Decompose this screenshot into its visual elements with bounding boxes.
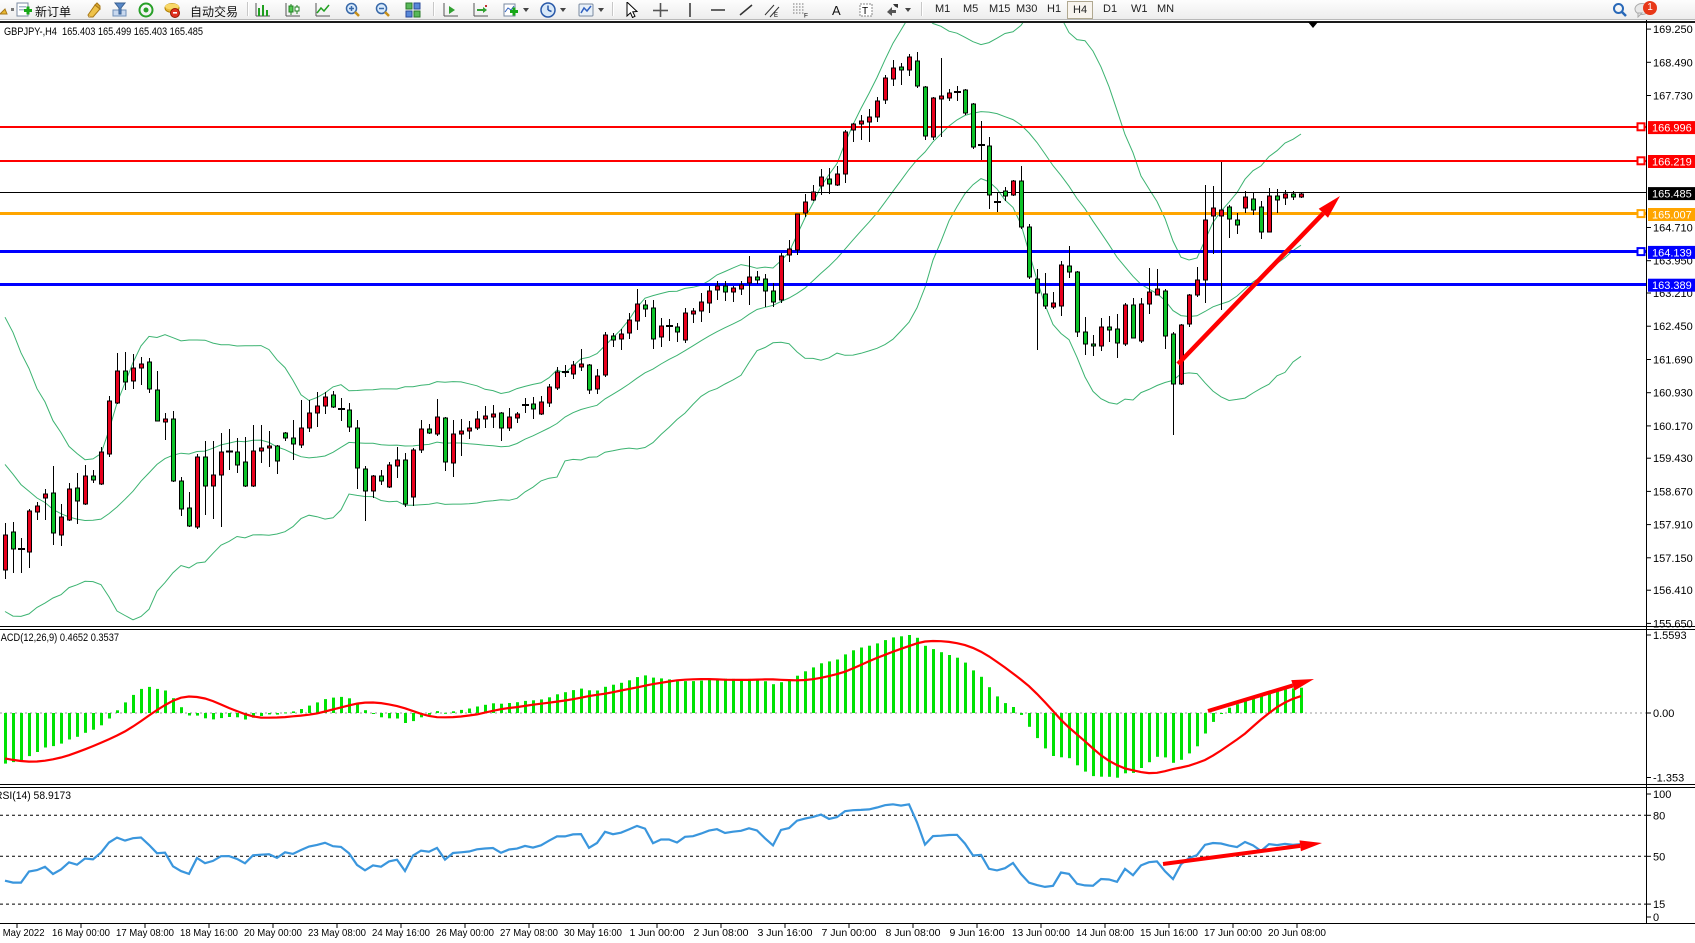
svg-text:23 May 08:00: 23 May 08:00 xyxy=(308,928,366,939)
svg-text:20 May 00:00: 20 May 00:00 xyxy=(244,928,302,939)
svg-text:1.5593: 1.5593 xyxy=(1653,630,1687,642)
svg-text:160.930: 160.930 xyxy=(1653,388,1693,400)
svg-text:MACD(12,26,9) 0.4652 0.3537: MACD(12,26,9) 0.4652 0.3537 xyxy=(0,632,119,644)
svg-text:14 Jun 08:00: 14 Jun 08:00 xyxy=(1076,928,1134,939)
svg-text:159.430: 159.430 xyxy=(1653,453,1693,465)
svg-text:165.007: 165.007 xyxy=(1652,210,1692,222)
svg-text:RSI(14) 58.9173: RSI(14) 58.9173 xyxy=(0,790,71,802)
svg-text:GBPJPY-,H4 165.403 165.499 16: GBPJPY-,H4 165.403 165.499 165.403 165.4… xyxy=(4,26,203,38)
svg-text:155.650: 155.650 xyxy=(1653,618,1693,630)
svg-text:E: E xyxy=(774,13,778,18)
svg-text:17 May 08:00: 17 May 08:00 xyxy=(116,928,174,939)
svg-text:15 Jun 16:00: 15 Jun 16:00 xyxy=(1140,928,1198,939)
svg-text:20 Jun 08:00: 20 Jun 08:00 xyxy=(1268,928,1326,939)
svg-text:3 Jun 16:00: 3 Jun 16:00 xyxy=(758,928,813,939)
svg-text:2 Jun 08:00: 2 Jun 08:00 xyxy=(694,928,749,939)
svg-text:169.250: 169.250 xyxy=(1653,24,1693,36)
svg-text:166.996: 166.996 xyxy=(1652,123,1692,135)
svg-text:27 May 08:00: 27 May 08:00 xyxy=(500,928,558,939)
svg-text:16 May 00:00: 16 May 00:00 xyxy=(52,928,110,939)
svg-text:156.410: 156.410 xyxy=(1653,585,1693,597)
svg-text:168.490: 168.490 xyxy=(1653,57,1693,69)
svg-text:164.139: 164.139 xyxy=(1652,247,1692,259)
svg-text:158.670: 158.670 xyxy=(1653,486,1693,498)
svg-text:T: T xyxy=(862,6,868,17)
svg-text:157.150: 157.150 xyxy=(1653,553,1693,565)
svg-text:12 May 2022: 12 May 2022 xyxy=(0,928,45,939)
svg-text:0.00: 0.00 xyxy=(1653,708,1674,720)
svg-text:0: 0 xyxy=(1653,912,1659,924)
svg-text:80: 80 xyxy=(1653,810,1665,822)
svg-text:164.710: 164.710 xyxy=(1653,223,1693,235)
svg-text:8 Jun 08:00: 8 Jun 08:00 xyxy=(886,928,941,939)
svg-text:9 Jun 16:00: 9 Jun 16:00 xyxy=(950,928,1005,939)
svg-text:17 Jun 00:00: 17 Jun 00:00 xyxy=(1204,928,1262,939)
svg-text:-1.353: -1.353 xyxy=(1653,773,1684,785)
svg-text:26 May 00:00: 26 May 00:00 xyxy=(436,928,494,939)
svg-text:18 May 16:00: 18 May 16:00 xyxy=(180,928,238,939)
svg-text:15: 15 xyxy=(1653,899,1665,911)
svg-text:161.690: 161.690 xyxy=(1653,355,1693,367)
svg-text:7 Jun 00:00: 7 Jun 00:00 xyxy=(822,928,877,939)
svg-text:30 May 16:00: 30 May 16:00 xyxy=(564,928,622,939)
svg-text:166.219: 166.219 xyxy=(1652,157,1692,169)
svg-text:160.170: 160.170 xyxy=(1653,421,1693,433)
svg-text:100: 100 xyxy=(1653,789,1671,801)
svg-text:1 Jun 00:00: 1 Jun 00:00 xyxy=(630,928,685,939)
svg-text:50: 50 xyxy=(1653,851,1665,863)
svg-text:13 Jun 00:00: 13 Jun 00:00 xyxy=(1012,928,1070,939)
svg-text:162.450: 162.450 xyxy=(1653,321,1693,333)
svg-text:165.485: 165.485 xyxy=(1652,189,1692,201)
svg-text:163.389: 163.389 xyxy=(1652,280,1692,292)
svg-text:157.910: 157.910 xyxy=(1653,520,1693,532)
svg-text:167.730: 167.730 xyxy=(1653,91,1693,103)
svg-text:F: F xyxy=(804,13,808,19)
svg-text:24 May 16:00: 24 May 16:00 xyxy=(372,928,430,939)
